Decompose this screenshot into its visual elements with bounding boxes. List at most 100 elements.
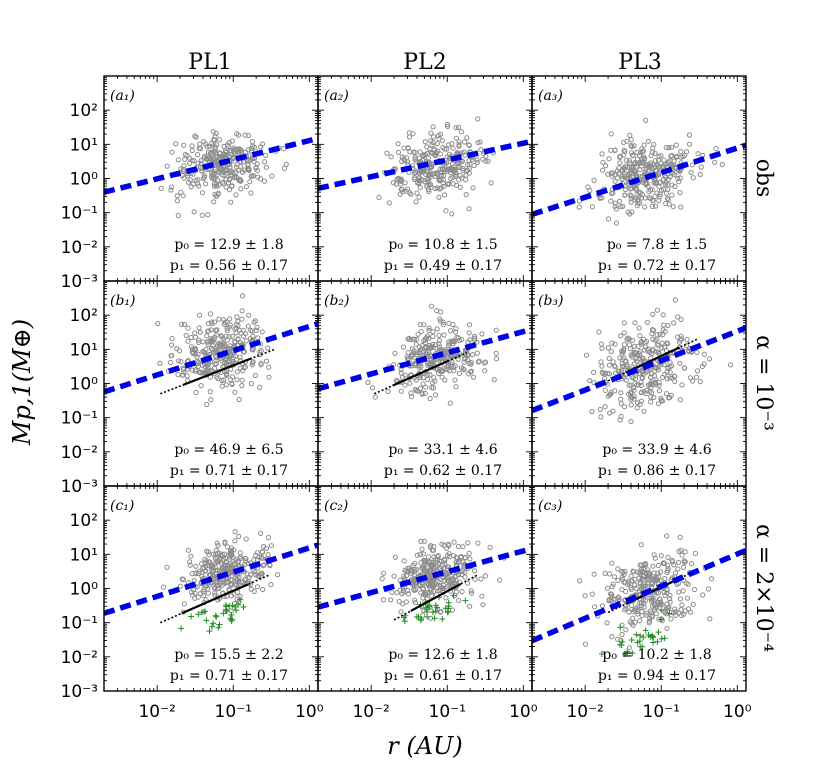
scatter-point xyxy=(263,152,269,158)
scatter-point xyxy=(188,589,195,595)
scatter-point xyxy=(465,540,471,546)
scatter-point xyxy=(376,194,382,200)
scatter-point xyxy=(600,159,606,165)
scatter-point xyxy=(215,543,221,549)
scatter-point xyxy=(634,382,640,388)
scatter-point xyxy=(598,414,604,420)
scatter-point xyxy=(643,344,649,350)
plus-point xyxy=(423,606,430,613)
scatter-point xyxy=(444,121,451,128)
scatter-point xyxy=(618,333,624,339)
scatter-point xyxy=(589,204,596,210)
scatter-point xyxy=(411,336,418,342)
scatter-point xyxy=(648,374,654,380)
fit-line xyxy=(532,547,746,644)
scatter-point xyxy=(618,637,624,644)
panel-label-b3: (b₃) xyxy=(538,293,564,309)
scatter-point xyxy=(462,574,468,580)
scatter-point xyxy=(638,602,645,609)
scatter-point xyxy=(673,570,679,576)
scatter-point xyxy=(257,176,264,182)
scatter-point xyxy=(210,171,216,177)
scatter-point xyxy=(661,157,667,163)
scatter-point xyxy=(224,544,230,550)
scatter-point xyxy=(654,349,660,355)
scatter-point xyxy=(417,349,423,355)
x-tick-label: 10⁻² xyxy=(566,702,603,722)
row-label-obs: obs xyxy=(751,159,776,198)
scatter-point xyxy=(201,593,207,599)
scatter-point xyxy=(628,396,634,402)
scatter-point xyxy=(618,413,624,420)
scatter-point xyxy=(631,387,637,393)
scatter-point xyxy=(175,371,181,378)
scatter-point xyxy=(193,177,199,183)
scatter-point xyxy=(612,203,618,209)
scatter-point xyxy=(227,550,233,556)
fit-p1-a3: p₁ = 0.72 ± 0.17 xyxy=(598,258,716,274)
scatter-point xyxy=(582,641,589,647)
scatter-point xyxy=(637,618,643,624)
scatter-point xyxy=(253,165,259,171)
scatter-point xyxy=(227,170,234,176)
scatter-point xyxy=(653,365,659,371)
scatter-point xyxy=(604,620,610,626)
scatter-point xyxy=(629,606,635,613)
plus-point xyxy=(442,605,449,612)
scatter-point xyxy=(686,132,693,138)
scatter-point xyxy=(246,132,252,139)
scatter-point xyxy=(174,193,180,199)
scatter-point xyxy=(213,348,219,354)
scatter-point xyxy=(643,391,649,397)
scatter-point xyxy=(433,170,439,176)
scatter-point xyxy=(268,582,274,588)
scatter-point xyxy=(607,410,613,416)
scatter-point xyxy=(412,569,418,575)
scatter-point xyxy=(417,322,423,328)
scatter-point xyxy=(688,169,694,175)
scatter-point xyxy=(611,363,618,369)
scatter-point xyxy=(697,171,703,177)
scatter-point xyxy=(210,129,216,135)
scatter-point xyxy=(422,390,428,396)
scatter-point xyxy=(219,179,226,185)
scatter-point xyxy=(242,132,248,138)
scatter-point xyxy=(479,593,485,599)
scatter-point xyxy=(615,577,621,584)
panel-a2 xyxy=(318,116,532,217)
fit-p0-a1: p₀ = 12.9 ± 1.8 xyxy=(174,237,283,253)
scatter-point xyxy=(602,570,608,577)
scatter-point xyxy=(408,353,415,359)
scatter-point xyxy=(628,199,634,205)
scatter-point xyxy=(414,352,420,358)
plus-point xyxy=(418,615,425,622)
scatter-point xyxy=(207,311,214,317)
scatter-point xyxy=(214,327,220,333)
scatter-point xyxy=(471,162,477,169)
scatter-point xyxy=(668,363,675,369)
scatter-point xyxy=(634,156,641,162)
scatter-point xyxy=(426,325,432,331)
scatter-point xyxy=(609,560,615,566)
scatter-point xyxy=(641,408,647,414)
scatter-point xyxy=(193,389,199,396)
scatter-point xyxy=(692,550,699,557)
plus-point xyxy=(637,632,644,639)
scatter-point xyxy=(622,192,628,198)
scatter-point xyxy=(265,345,271,351)
scatter-point xyxy=(197,146,204,152)
scatter-point xyxy=(419,391,425,397)
scatter-point xyxy=(250,333,256,339)
plus-point xyxy=(206,628,213,635)
scatter-point xyxy=(460,165,466,172)
plus-point xyxy=(201,608,208,615)
scatter-point xyxy=(254,584,260,590)
scatter-point xyxy=(424,183,430,189)
scatter-point xyxy=(420,551,426,557)
scatter-point xyxy=(497,577,503,583)
scatter-point xyxy=(662,371,668,377)
scatter-point xyxy=(178,359,184,365)
scatter-point xyxy=(393,181,399,187)
scatter-point xyxy=(456,543,462,550)
scatter-point xyxy=(427,372,433,378)
